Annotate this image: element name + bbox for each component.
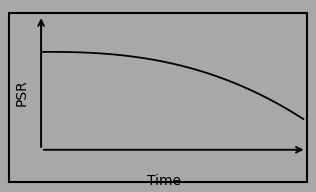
Text: Time: Time bbox=[147, 174, 181, 188]
Bar bbox=[9, 13, 307, 182]
Text: PSR: PSR bbox=[15, 79, 29, 106]
